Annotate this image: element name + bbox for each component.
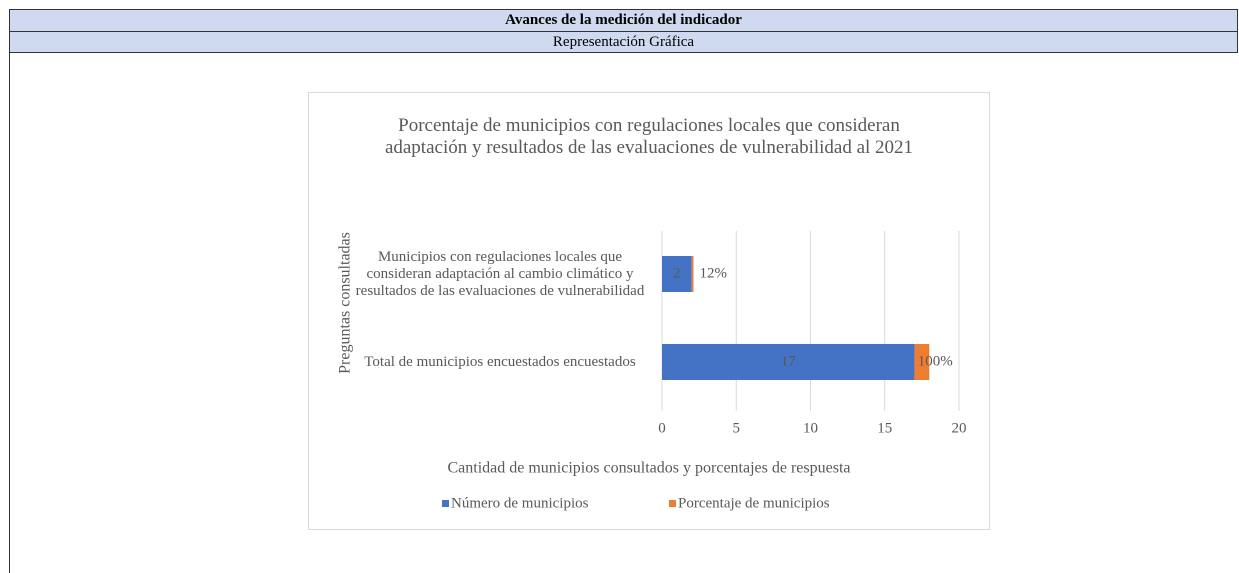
legend-swatch	[442, 500, 449, 507]
category-label: Total de municipios encuestados encuesta…	[364, 353, 636, 370]
data-label: 17	[781, 353, 797, 369]
data-label: 12%	[699, 265, 727, 281]
chart-title: Porcentaje de municipios con regulacione…	[384, 115, 914, 158]
chart: 0 5 10 15 20 2 12% 17 100% Cantidad de municipios…	[337, 231, 967, 511]
y-axis-title: Preguntas consultadas	[337, 232, 354, 374]
x-tick-label: 0	[658, 420, 666, 436]
data-label: 100%	[918, 353, 953, 369]
chart-box: Porcentaje de municipios con regulacione…	[308, 92, 990, 530]
x-axis-title: Cantidad de municipios consultados y por…	[447, 460, 850, 477]
bar-segment	[691, 256, 694, 292]
legend-label: Porcentaje de municipios	[678, 495, 830, 511]
section-title: Avances de la medición del indicador	[9, 9, 1238, 32]
table-border	[9, 53, 10, 573]
data-label: 2	[673, 265, 681, 281]
x-tick-label: 10	[803, 420, 818, 436]
bar-segment	[662, 256, 692, 292]
bar-segment	[662, 344, 915, 380]
category-label: Municipios con regulaciones locales que …	[355, 248, 645, 299]
legend-swatch	[669, 500, 676, 507]
legend-label: Número de municipios	[451, 495, 589, 511]
section-subtitle: Representación Gráfica	[9, 31, 1238, 53]
bar-segment	[914, 344, 930, 380]
x-tick-label: 15	[877, 420, 892, 436]
x-tick-label: 20	[952, 420, 967, 436]
x-tick-label: 5	[733, 420, 741, 436]
